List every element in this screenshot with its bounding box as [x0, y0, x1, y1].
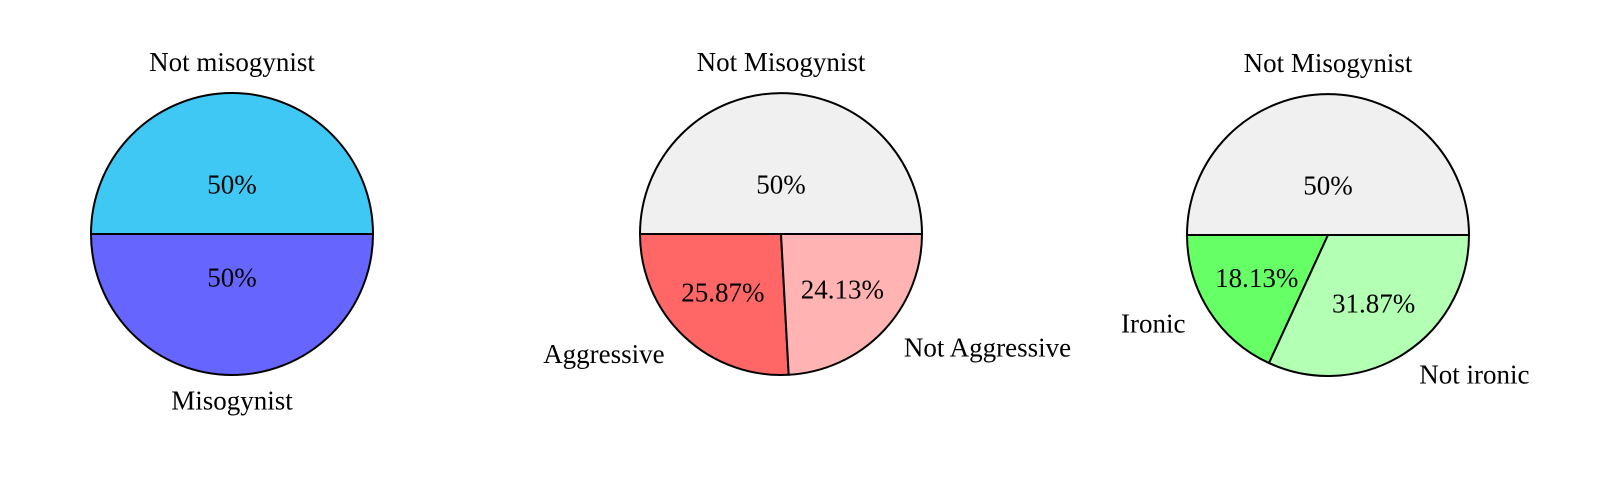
- slice-label: Not Misogynist: [1244, 48, 1413, 78]
- wedge: [780, 233, 923, 376]
- pct-label: 24.13%: [801, 274, 884, 304]
- wedge: [1268, 234, 1470, 377]
- pct-label: 50%: [207, 263, 257, 293]
- slice-label: Not Misogynist: [697, 47, 866, 77]
- pct-label: 25.87%: [681, 278, 764, 308]
- pct-label: 18.13%: [1215, 263, 1298, 293]
- wedge: [639, 233, 790, 376]
- slice-label: Aggressive: [543, 339, 664, 369]
- slice-label: Misogynist: [171, 385, 293, 415]
- pct-label: 50%: [207, 170, 257, 200]
- pct-label: 50%: [1303, 171, 1353, 201]
- pct-label: 31.87%: [1332, 288, 1415, 318]
- wedge: [639, 92, 923, 235]
- slice-label: Not ironic: [1419, 360, 1529, 390]
- pct-label: 50%: [756, 170, 806, 200]
- wedge: [90, 233, 374, 376]
- wedge: [90, 92, 374, 235]
- slice-label: Not Aggressive: [904, 333, 1071, 363]
- slice-label: Not misogynist: [149, 47, 315, 77]
- slice-label: Ironic: [1121, 308, 1185, 338]
- wedge: [1186, 234, 1329, 365]
- wedge: [1186, 93, 1470, 236]
